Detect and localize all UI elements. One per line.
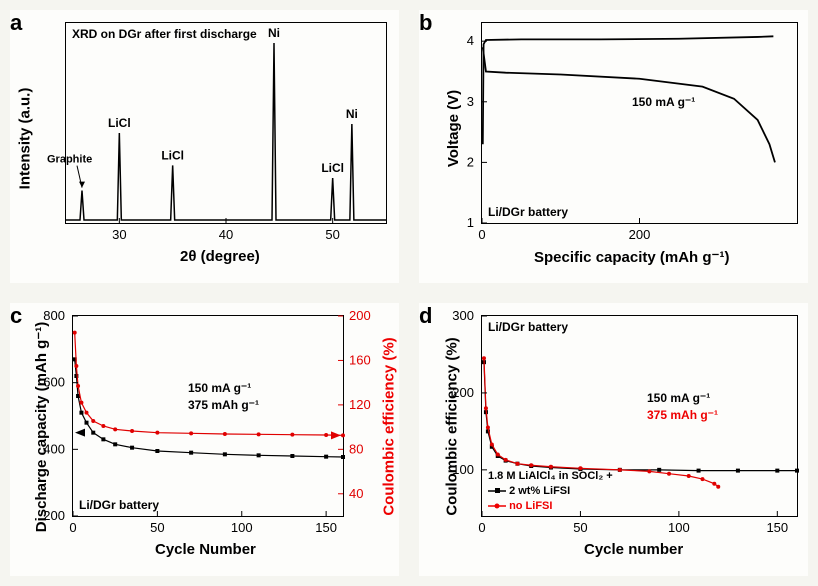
svg-text:1: 1	[467, 215, 474, 230]
svg-text:120: 120	[349, 397, 371, 412]
svg-text:600: 600	[43, 375, 65, 390]
svg-text:300: 300	[452, 308, 474, 323]
svg-text:0: 0	[478, 520, 485, 535]
svg-text:50: 50	[573, 520, 587, 535]
panel-d-cap: 375 mAh g⁻¹	[647, 408, 718, 422]
svg-text:0: 0	[478, 227, 485, 242]
panel-c-plot: 0501001502004006008004080120160200 150 m…	[72, 315, 344, 517]
svg-text:200: 200	[452, 385, 474, 400]
panel-a-svg: GraphiteLiClLiClNiLiClNi 304050	[66, 23, 386, 223]
panel-d-label: d	[419, 303, 432, 329]
svg-text:100: 100	[452, 462, 474, 477]
svg-text:3: 3	[467, 94, 474, 109]
panel-c-ylabel: Discharge capacity (mAh g⁻¹)	[32, 322, 50, 532]
panel-a-plot: GraphiteLiClLiClNiLiClNi 304050 XRD on D…	[65, 22, 387, 224]
panel-c-svg: 0501001502004006008004080120160200	[73, 316, 343, 516]
svg-text:100: 100	[668, 520, 690, 535]
svg-text:800: 800	[43, 308, 65, 323]
svg-text:100: 100	[231, 520, 253, 535]
svg-text:40: 40	[219, 227, 233, 242]
svg-text:50: 50	[150, 520, 164, 535]
svg-text:LiCl: LiCl	[161, 148, 184, 162]
panel-a-title: XRD on DGr after first discharge	[72, 27, 257, 41]
svg-text:LiCl: LiCl	[108, 116, 131, 130]
panel-c-system: Li/DGr battery	[79, 498, 159, 512]
panel-d-plot: 050100150100200300 Li/DGr battery 150 mA…	[481, 315, 798, 517]
svg-text:80: 80	[349, 441, 363, 456]
panel-d-xlabel: Cycle number	[584, 541, 683, 558]
svg-text:150: 150	[315, 520, 337, 535]
panel-b-xlabel: Specific capacity (mAh g⁻¹)	[534, 248, 729, 266]
svg-text:150: 150	[766, 520, 788, 535]
panel-b: b Voltage (V) 02001234 150 mA g⁻¹ Li/DGr…	[419, 10, 808, 283]
panel-a-ylabel: Intensity (a.u.)	[16, 88, 33, 190]
panel-d-legend1-text: 2 wt% LiFSI	[509, 485, 570, 497]
svg-text:Ni: Ni	[268, 26, 280, 40]
svg-text:LiCl: LiCl	[321, 161, 344, 175]
panel-b-label: b	[419, 10, 432, 36]
svg-text:400: 400	[43, 441, 65, 456]
svg-text:40: 40	[349, 486, 363, 501]
panel-b-plot: 02001234 150 mA g⁻¹ Li/DGr battery	[481, 22, 798, 224]
panel-d-system: Li/DGr battery	[488, 320, 568, 334]
svg-text:30: 30	[112, 227, 126, 242]
panel-d-legend2: no LiFSI	[488, 500, 552, 512]
svg-text:160: 160	[349, 352, 371, 367]
panel-a-label: a	[10, 10, 22, 36]
svg-text:Ni: Ni	[346, 107, 358, 121]
svg-text:50: 50	[325, 227, 339, 242]
panel-c-xlabel: Cycle Number	[155, 541, 256, 558]
panel-d-legend2-text: no LiFSI	[509, 500, 552, 512]
figure-grid: a Intensity (a.u.) Graphite LiCl LiCl Ni LiC…	[10, 10, 808, 576]
panel-d: d Coulombic efficiency (%) 0501001501002…	[419, 303, 808, 576]
svg-text:2: 2	[467, 154, 474, 169]
panel-d-legend-title: 1.8 M LiAlCl₄ in SOCl₂ +	[488, 470, 613, 482]
panel-c-rate: 150 mA g⁻¹	[188, 381, 251, 395]
panel-a: a Intensity (a.u.) Graphite LiCl LiCl Ni LiC…	[10, 10, 399, 283]
panel-b-system: Li/DGr battery	[488, 205, 568, 219]
panel-d-legend1: 2 wt% LiFSI	[488, 485, 570, 497]
panel-c-label: c	[10, 303, 22, 329]
panel-b-rate: 150 mA g⁻¹	[632, 95, 695, 109]
panel-c: c Discharge capacity (mAh g⁻¹) Coulombic…	[10, 303, 399, 576]
panel-d-rate: 150 mA g⁻¹	[647, 391, 710, 405]
svg-text:4: 4	[467, 33, 474, 48]
panel-c-ylabel2: Coulombic efficiency (%)	[381, 337, 398, 515]
panel-b-ylabel: Voltage (V)	[445, 90, 462, 167]
panel-a-xlabel: 2θ (degree)	[180, 248, 260, 265]
svg-text:200: 200	[43, 508, 65, 523]
panel-b-svg: 02001234	[482, 23, 797, 223]
svg-text:200: 200	[349, 308, 371, 323]
panel-c-cap: 375 mAh g⁻¹	[188, 398, 259, 412]
svg-text:Graphite: Graphite	[47, 154, 92, 166]
svg-text:200: 200	[629, 227, 651, 242]
panel-d-ylabel: Coulombic efficiency (%)	[444, 337, 461, 515]
svg-text:0: 0	[69, 520, 76, 535]
